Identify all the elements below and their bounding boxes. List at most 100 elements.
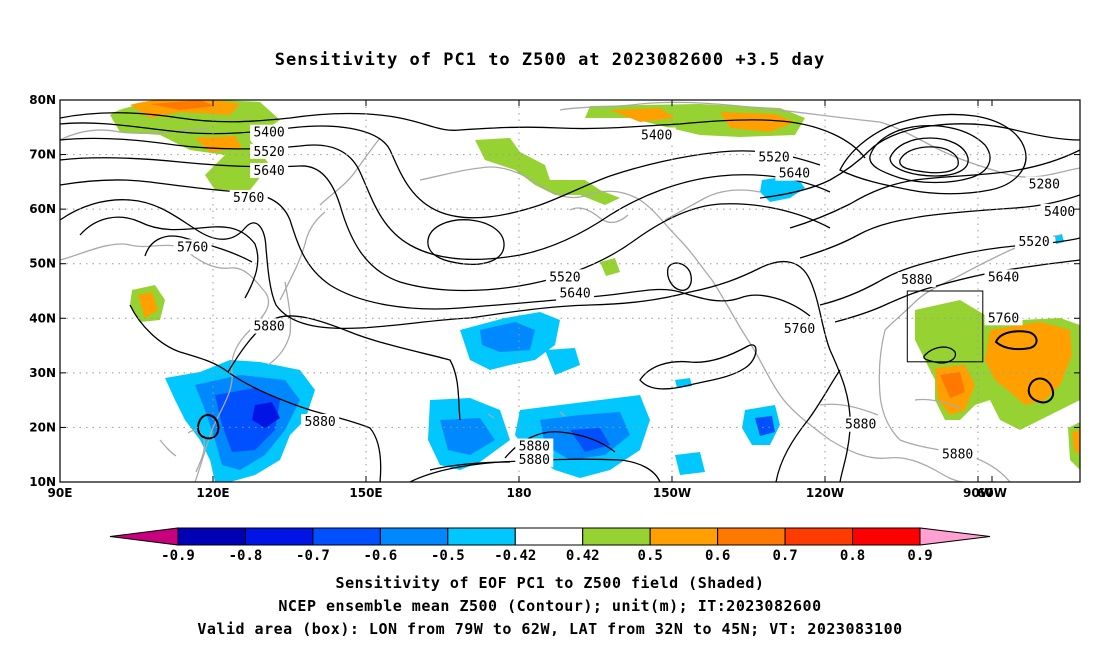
contour-label: 5400 [253, 126, 284, 141]
contour-label-bg [897, 272, 936, 288]
contour-label-bg [984, 269, 1023, 285]
grid-lines [60, 100, 1080, 482]
x-tick-label: 150E [349, 486, 382, 500]
contour-label-bg [173, 239, 212, 255]
colorbar-swatch [447, 527, 516, 546]
y-tick-label: 10N [29, 475, 56, 489]
x-tick-label: 120W [806, 486, 844, 500]
colorbar-label: -0.42 [494, 548, 536, 564]
colorbar-label: -0.9 [161, 548, 195, 564]
colorbar-low-extension [109, 527, 179, 546]
colorbar-swatch [582, 527, 651, 546]
contour-label-bg [250, 143, 289, 159]
colorbar-high-extension [919, 527, 991, 546]
y-tick-label: 60N [29, 202, 56, 216]
figure-title: Sensitivity of PC1 to Z500 at 2023082600… [274, 50, 826, 70]
colorbar-label: -0.5 [431, 548, 465, 564]
colorbar-label: 0.8 [840, 548, 865, 564]
y-tick-label: 50N [29, 257, 56, 271]
contour-label: 5520 [253, 145, 284, 160]
contour-label: 5880 [519, 453, 550, 468]
contour-label: 5520 [758, 150, 789, 165]
y-tick-label: 20N [29, 420, 56, 434]
contour-label: 5760 [177, 240, 208, 255]
colorbar: -0.9 -0.8 -0.7 -0.6 -0.5 -0.42 0.42 0.5 0.6 0.7 0.… [109, 527, 991, 564]
colorbar-swatch [312, 527, 381, 546]
contour-label: 5640 [988, 270, 1019, 285]
contour-label-bg [780, 321, 819, 337]
y-tick-label: 40N [29, 311, 56, 325]
colorbar-swatch [717, 527, 786, 546]
colorbar-label: 0.6 [705, 548, 730, 564]
contour-label: 5400 [1044, 205, 1075, 220]
colorbar-swatch [784, 527, 854, 546]
contour-label-bg [1015, 233, 1054, 249]
x-tick-label: 90E [48, 486, 73, 500]
contour-label-bg [250, 318, 289, 334]
contour-label: 5760 [784, 322, 815, 337]
map-frame [59, 99, 1081, 483]
positive-sensitivity-shading [110, 100, 1080, 470]
contour-label-bg [938, 446, 977, 462]
colorbar-label: 0.9 [907, 548, 932, 564]
caption-shading: Sensitivity of EOF PC1 to Z500 field (Sh… [335, 574, 765, 592]
x-tick-label: 120E [196, 486, 229, 500]
colorbar-swatch [177, 527, 246, 546]
contour-label: 5520 [549, 270, 580, 285]
colorbar-label: 0.7 [772, 548, 797, 564]
contour-label-bg [515, 438, 554, 454]
colorbar-label: -0.8 [229, 548, 263, 564]
caption-valid-area: Valid area (box): LON from 79W to 62W, L… [197, 620, 903, 638]
coastlines [60, 101, 1080, 482]
contour-label-bg [515, 452, 554, 468]
colorbar-swatch [244, 527, 314, 546]
contour-label: 5400 [641, 128, 672, 143]
colorbar-swatch [649, 527, 719, 546]
contour-label-bg [841, 416, 880, 432]
contour-label: 5640 [559, 287, 590, 302]
contour-label: 5520 [1018, 235, 1049, 250]
contour-label-bg [637, 127, 676, 143]
contour-label: 5640 [253, 164, 284, 179]
y-tick-label: 30N [29, 366, 56, 380]
colorbar-label: -0.7 [296, 548, 330, 564]
contour-label: 5880 [845, 418, 876, 433]
contour-label-bg [775, 165, 814, 181]
contour-label: 5880 [253, 319, 284, 334]
colorbar-label: -0.6 [364, 548, 398, 564]
x-tick-label: 90W [963, 486, 993, 500]
x-tick-label: 180 [506, 486, 531, 500]
colorbar-swatch [852, 527, 921, 546]
y-tick-label: 80N [29, 93, 56, 107]
y-tick-label: 70N [29, 148, 56, 162]
z500-contours [60, 112, 1080, 482]
contour-label: 5880 [901, 273, 932, 288]
contour-label: 5760 [988, 311, 1019, 326]
contour-label-bg [229, 190, 268, 206]
colorbar-label: 0.5 [638, 548, 663, 564]
contour-label-bg [250, 124, 289, 140]
contour-label: 5760 [233, 191, 264, 206]
contour-label-bg [984, 310, 1023, 326]
negative-sensitivity-shading [165, 175, 1064, 482]
colorbar-swatch [514, 527, 584, 546]
contour-label-bg [301, 413, 340, 429]
contour-label-bg [545, 269, 584, 285]
contour-label: 5880 [519, 440, 550, 455]
valid-area-box [906, 290, 984, 363]
contour-label: 5880 [304, 415, 335, 430]
contour-label-bg [1025, 176, 1064, 192]
contour-label-bg [556, 285, 595, 301]
contour-label-bg [1040, 203, 1079, 219]
contour-label: 5280 [1029, 178, 1060, 193]
caption-contour: NCEP ensemble mean Z500 (Contour); unit(… [278, 597, 822, 615]
x-tick-label: 150W [653, 486, 691, 500]
contour-label-bg [250, 162, 289, 178]
contour-label: 5880 [942, 448, 973, 463]
contour-label: 5640 [779, 167, 810, 182]
contour-labels: 5400552056405760576058805880552056405760… [173, 124, 1079, 468]
x-tick-label: 60W [977, 486, 1007, 500]
colorbar-swatch [379, 527, 449, 546]
map-figure: 5400552056405760576058805880552056405760… [29, 93, 1081, 564]
